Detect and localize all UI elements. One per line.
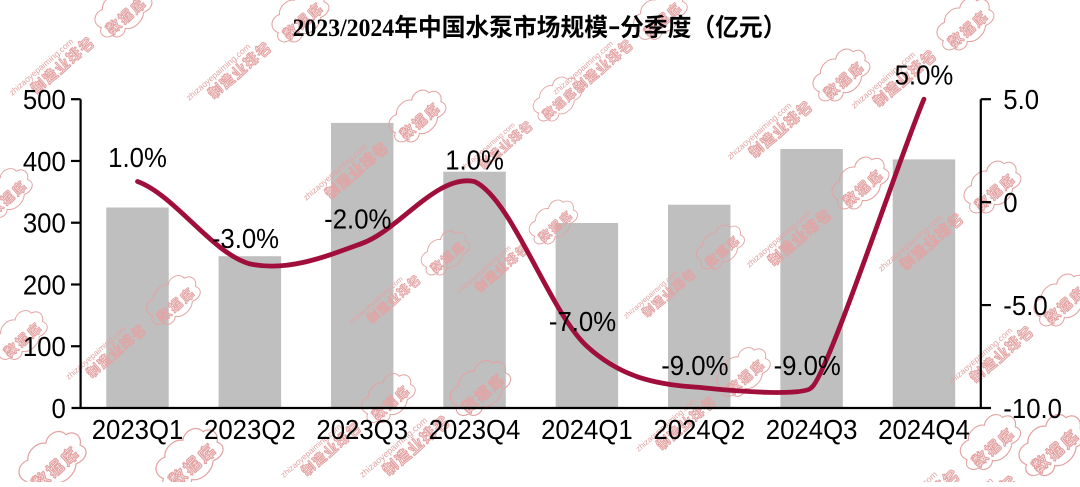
svg-text:2024Q3: 2024Q3 (766, 414, 858, 445)
svg-text:1.0%: 1.0% (445, 144, 504, 175)
svg-text:2023Q2: 2023Q2 (204, 414, 296, 445)
svg-text:2023Q4: 2023Q4 (429, 414, 521, 445)
svg-text:200: 200 (23, 269, 66, 300)
svg-text:-9.0%: -9.0% (774, 350, 841, 381)
svg-text:2024Q4: 2024Q4 (878, 414, 970, 445)
svg-text:300: 300 (23, 208, 66, 239)
svg-text:1.0%: 1.0% (108, 142, 167, 173)
svg-text:2024Q1: 2024Q1 (541, 414, 633, 445)
svg-text:500: 500 (23, 84, 66, 115)
svg-text:2023Q1: 2023Q1 (92, 414, 184, 445)
svg-text:400: 400 (23, 146, 66, 177)
svg-text:2024Q2: 2024Q2 (653, 414, 745, 445)
svg-text:-2.0%: -2.0% (324, 204, 391, 235)
svg-text:-10.0: -10.0 (1003, 393, 1062, 424)
svg-text:100: 100 (23, 331, 66, 362)
svg-text:2023Q3: 2023Q3 (316, 414, 408, 445)
svg-text:5.0%: 5.0% (895, 60, 954, 91)
svg-text:-5.0: -5.0 (1003, 290, 1047, 321)
svg-text:-7.0%: -7.0% (549, 306, 616, 337)
svg-text:0: 0 (1003, 187, 1017, 218)
svg-text:0: 0 (51, 393, 65, 424)
svg-text:5.0: 5.0 (1003, 84, 1039, 115)
svg-text:-3.0%: -3.0% (212, 223, 279, 254)
svg-text:-9.0%: -9.0% (661, 350, 728, 381)
